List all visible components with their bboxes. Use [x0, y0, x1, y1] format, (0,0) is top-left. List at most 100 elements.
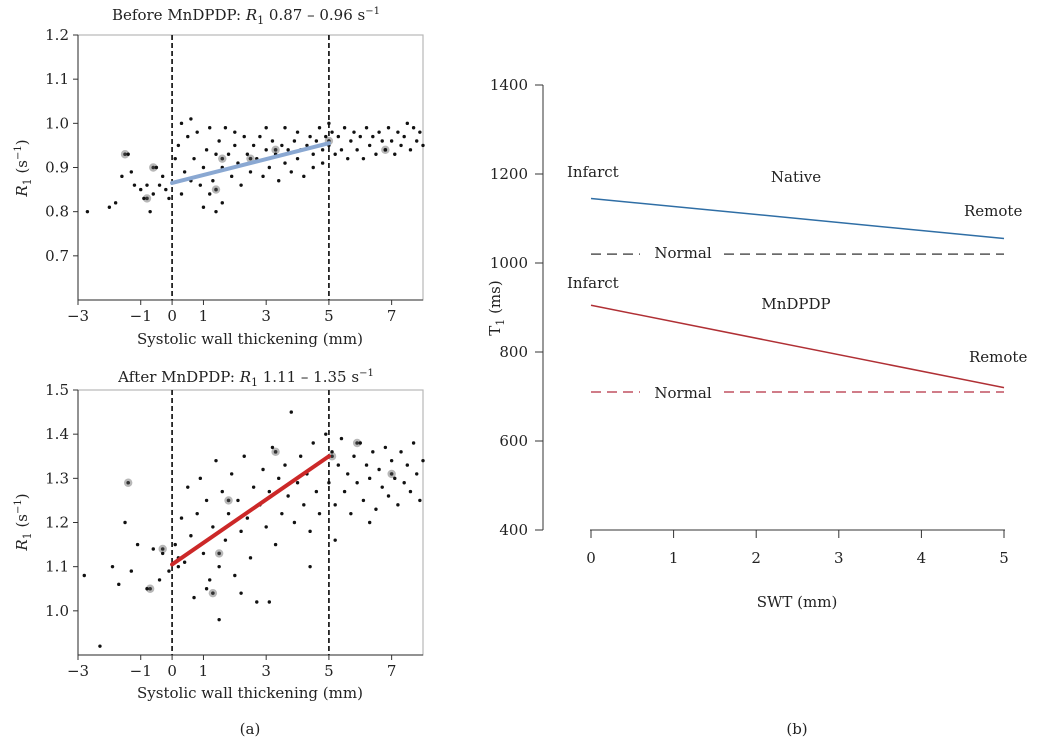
data-point	[390, 139, 393, 142]
chart-title-after: After MnDPDP: R1 1.11 – 1.35 s−1	[117, 368, 374, 389]
data-point	[384, 446, 387, 449]
x-tick-label: 3	[261, 662, 271, 680]
data-point	[189, 117, 192, 120]
data-point	[387, 494, 390, 497]
data-point	[211, 179, 214, 182]
data-point	[123, 521, 126, 524]
data-point	[359, 135, 362, 138]
data-point	[290, 170, 293, 173]
data-point	[189, 534, 192, 537]
data-point	[296, 130, 299, 133]
data-point	[199, 477, 202, 480]
data-point	[286, 494, 289, 497]
data-point	[136, 543, 139, 546]
data-point	[346, 157, 349, 160]
data-point	[177, 144, 180, 147]
data-point	[280, 512, 283, 515]
data-point	[343, 490, 346, 493]
x-axis-label-before: Systolic wall thickening (mm)	[137, 330, 363, 348]
data-point	[205, 587, 208, 590]
data-point	[271, 139, 274, 142]
highlight-point-core	[145, 197, 149, 201]
highlight-point-core	[249, 157, 253, 161]
data-point	[381, 139, 384, 142]
data-point	[318, 126, 321, 129]
data-point	[258, 135, 261, 138]
data-point	[283, 126, 286, 129]
data-point	[302, 175, 305, 178]
highlight-point-core	[227, 499, 231, 503]
data-point	[217, 139, 220, 142]
x-axis-label-after: Systolic wall thickening (mm)	[137, 684, 363, 702]
data-point	[365, 126, 368, 129]
data-point	[183, 561, 186, 564]
y-tick-label: 400	[499, 521, 528, 539]
y-axis-label-before: R1 (s−1)	[13, 139, 34, 197]
data-point	[412, 126, 415, 129]
data-point	[293, 521, 296, 524]
data-point	[368, 144, 371, 147]
data-point	[286, 148, 289, 151]
data-point	[312, 153, 315, 156]
highlight-point-core	[126, 481, 130, 485]
data-point	[355, 481, 358, 484]
data-point	[352, 455, 355, 458]
highlight-point-core	[123, 152, 127, 156]
data-point	[268, 490, 271, 493]
y-tick-label: 600	[499, 432, 528, 450]
data-point	[409, 490, 412, 493]
data-point	[195, 512, 198, 515]
data-point	[371, 135, 374, 138]
x-tick-label: 3	[261, 307, 271, 325]
scatter-after-mndpdp: After MnDPDP: R1 1.11 – 1.35 s−1 −3 −1 0 1 3…	[13, 368, 425, 702]
data-point	[239, 530, 242, 533]
y-tick-label: 1.0	[45, 602, 69, 620]
highlight-point-core	[214, 188, 218, 192]
data-point	[236, 499, 239, 502]
data-point	[321, 161, 324, 164]
y-axis-label-after: R1 (s−1)	[13, 493, 34, 551]
data-point	[283, 463, 286, 466]
data-point	[374, 508, 377, 511]
data-point	[164, 188, 167, 191]
data-point	[214, 153, 217, 156]
x-tick-label: 7	[387, 307, 397, 325]
data-point	[362, 157, 365, 160]
x-axis-label-b: SWT (mm)	[757, 593, 838, 611]
data-point	[108, 206, 111, 209]
data-point	[252, 144, 255, 147]
highlight-point-core	[151, 166, 155, 170]
data-point	[377, 130, 380, 133]
regression-line	[172, 456, 329, 564]
y-tick-label: 1.1	[45, 70, 69, 88]
data-point	[217, 618, 220, 621]
data-point	[359, 441, 362, 444]
highlight-point-core	[211, 591, 215, 595]
data-point	[415, 139, 418, 142]
data-point	[155, 166, 158, 169]
data-point	[167, 197, 170, 200]
data-point	[406, 122, 409, 125]
data-point	[246, 516, 249, 519]
data-point	[120, 175, 123, 178]
scatter-before-mndpdp: Before MnDPDP: R1 0.87 – 0.96 s−1 −3 −1 0 1…	[13, 6, 425, 348]
data-point	[224, 538, 227, 541]
data-point	[186, 485, 189, 488]
x-tick-label: 1	[669, 549, 679, 567]
data-point	[230, 472, 233, 475]
highlight-point-core	[220, 157, 224, 161]
data-point	[249, 556, 252, 559]
annotation-native-infarct: Infarct	[567, 163, 619, 181]
y-tick-label: 1.5	[45, 381, 69, 399]
y-tick-label: 1.3	[45, 469, 69, 487]
data-point	[264, 525, 267, 528]
panel-label-a: (a)	[240, 720, 261, 738]
data-point	[421, 459, 424, 462]
data-point	[365, 463, 368, 466]
data-point	[293, 139, 296, 142]
x-tick-label: 7	[387, 662, 397, 680]
data-point	[421, 144, 424, 147]
data-point	[396, 503, 399, 506]
data-point	[327, 481, 330, 484]
data-point	[330, 130, 333, 133]
